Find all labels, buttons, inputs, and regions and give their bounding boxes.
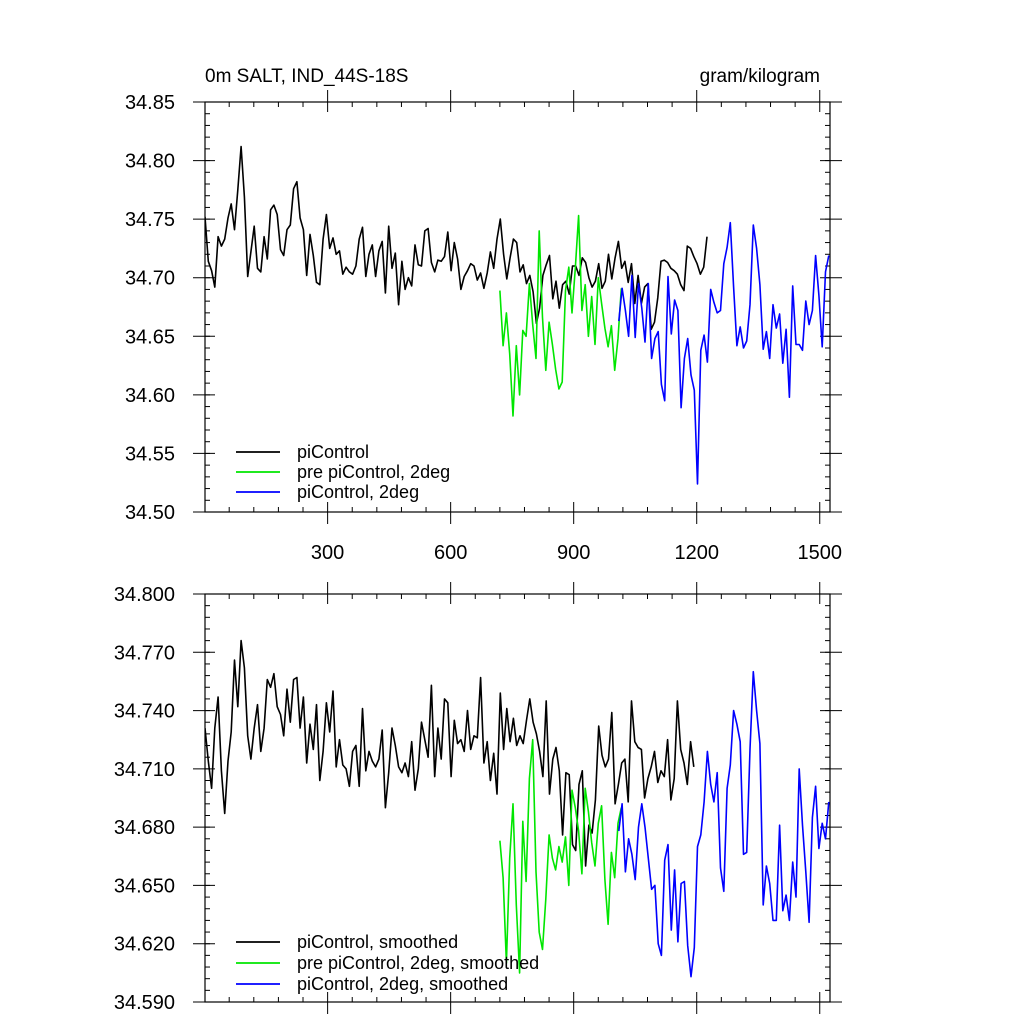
series-line-picontrol-2deg xyxy=(618,221,830,485)
x-tick-label: 1500 xyxy=(797,542,842,564)
y-tick-label: 34.650 xyxy=(114,875,175,897)
legend-label: pre piControl, 2deg xyxy=(297,462,450,482)
legend-label: piControl, 2deg, smoothed xyxy=(297,974,508,994)
y-tick-label: 34.70 xyxy=(125,268,175,290)
x-tick-label: 300 xyxy=(311,542,344,564)
y-tick-label: 34.50 xyxy=(125,502,175,524)
y-tick-label: 34.710 xyxy=(114,759,175,781)
legend-label: piControl xyxy=(297,442,369,462)
plot-frame xyxy=(204,101,831,513)
series-line-picontrol xyxy=(205,145,708,331)
x-tick-label: 1200 xyxy=(674,542,719,564)
series-line-picontrol-smoothed xyxy=(205,639,695,867)
y-tick-label: 34.55 xyxy=(125,443,175,465)
y-tick-label: 34.85 xyxy=(125,92,175,114)
y-tick-label: 34.80 xyxy=(125,151,175,173)
chart-title: 0m SALT, IND_44S-18S xyxy=(205,66,408,87)
legend-label: piControl, 2deg xyxy=(297,482,419,502)
chart-panel-1: 34.50 34.55 34.60 34.65 34.70 34.75 34.80 34.85… xyxy=(125,66,842,564)
y-tick-label: 34.75 xyxy=(125,209,175,231)
series-line-pre-picontrol-2deg xyxy=(499,214,623,417)
series-line-picontrol-2deg-smoothed xyxy=(618,670,830,978)
legend-label: pre piControl, 2deg, smoothed xyxy=(297,953,539,973)
y-tick-label: 34.620 xyxy=(114,934,175,956)
legend-label: piControl, smoothed xyxy=(297,932,458,952)
y-tick-label: 34.680 xyxy=(114,817,175,839)
y-tick-label: 34.740 xyxy=(114,701,175,723)
y-tick-label: 34.800 xyxy=(114,584,175,606)
y-tick-label: 34.65 xyxy=(125,326,175,348)
y-tick-label: 34.590 xyxy=(114,992,175,1014)
chart-panel-2: 34.590 34.620 34.650 34.680 34.710 34.740 34.7… xyxy=(114,582,842,1014)
y-tick-label: 34.770 xyxy=(114,642,175,664)
y-tick-label: 34.60 xyxy=(125,385,175,407)
x-tick-label: 600 xyxy=(434,542,467,564)
x-tick-label: 900 xyxy=(557,542,590,564)
plot-frame xyxy=(204,593,831,1003)
units-label: gram/kilogram xyxy=(700,66,820,87)
series-line-pre-picontrol-2deg-smoothed xyxy=(499,738,623,974)
